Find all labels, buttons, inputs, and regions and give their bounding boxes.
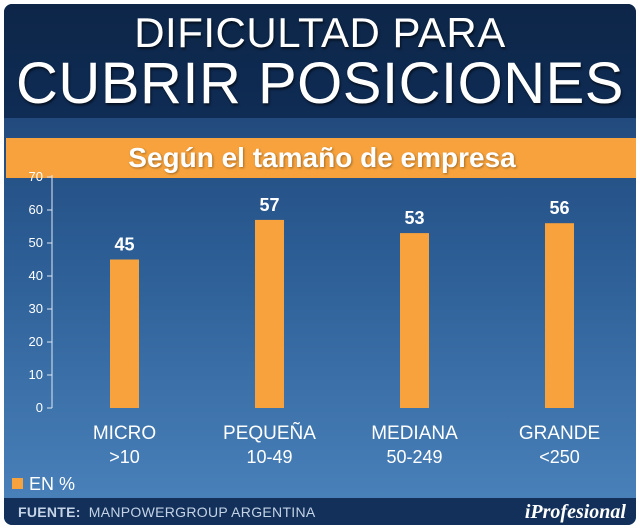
source-text: MANPOWERGROUP ARGENTINA — [88, 504, 316, 520]
data-label: 56 — [549, 198, 569, 218]
source-note: FUENTE: MANPOWERGROUP ARGENTINA — [18, 504, 316, 520]
y-tick-label: 10 — [29, 367, 43, 382]
y-tick-label: 20 — [29, 334, 43, 349]
title-header: DIFICULTAD PARA CUBRIR POSICIONES — [4, 4, 636, 118]
bar — [255, 219, 284, 408]
y-tick-label: 40 — [29, 268, 43, 283]
title-line-2: CUBRIR POSICIONES — [16, 51, 624, 116]
bar — [545, 223, 574, 408]
y-tick-label: 0 — [36, 400, 43, 415]
brand-logo: iProfesional — [524, 501, 626, 523]
category-label: PEQUEÑA — [223, 422, 316, 444]
data-label: 53 — [404, 208, 424, 228]
legend-swatch — [12, 477, 23, 489]
source-label: FUENTE: — [18, 504, 81, 520]
legend: EN % — [12, 474, 75, 494]
y-tick-label: 60 — [29, 202, 43, 217]
bar — [400, 233, 429, 408]
category-label: MEDIANA — [371, 423, 458, 444]
bar — [110, 259, 139, 408]
y-tick-label: 50 — [29, 235, 43, 250]
chart-subtitle: Según el tamaño de empresa — [6, 138, 636, 178]
data-label: 45 — [114, 235, 134, 255]
category-range-label: 50-249 — [386, 447, 442, 467]
category-range-label: >10 — [109, 447, 140, 467]
category-label: GRANDE — [519, 423, 600, 444]
category-range-label: 10-49 — [246, 447, 292, 467]
data-label: 57 — [259, 195, 279, 215]
legend-label: EN % — [29, 474, 76, 494]
category-range-label: <250 — [539, 447, 580, 467]
y-tick-label: 30 — [29, 301, 43, 316]
title-line-1: DIFICULTAD PARA — [134, 9, 506, 56]
category-label: MICRO — [93, 423, 156, 444]
y-tick-label: 70 — [29, 169, 43, 184]
footer: FUENTE: MANPOWERGROUP ARGENTINA iProfesio… — [4, 498, 636, 525]
infographic-panel: DIFICULTAD PARA CUBRIR POSICIONES Según … — [4, 4, 636, 525]
